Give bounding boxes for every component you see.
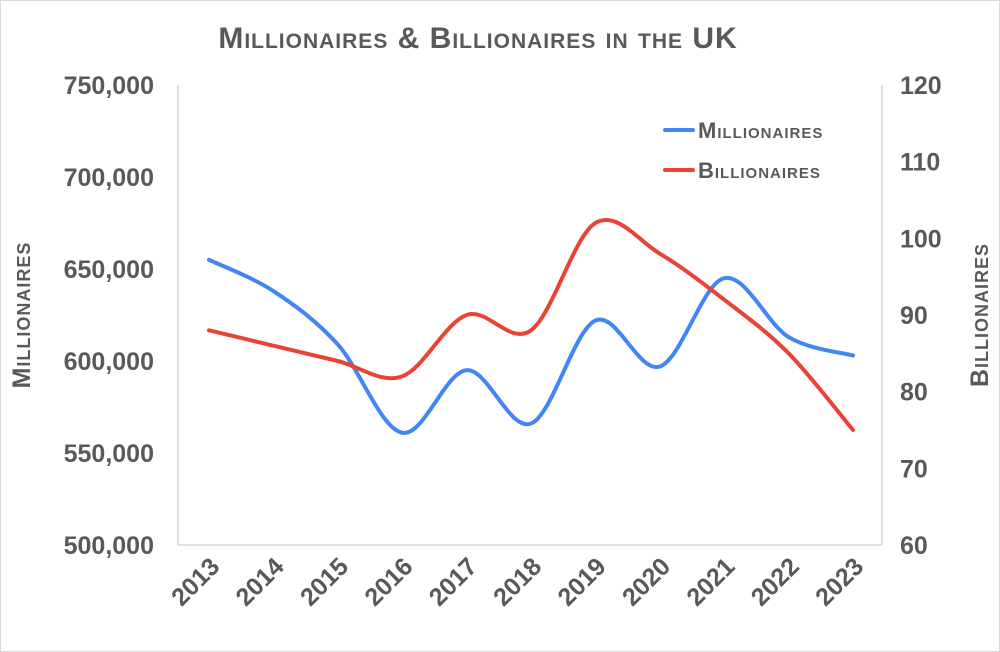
y-tick-label: 550,000: [64, 440, 154, 468]
series-line-billionaires: [207, 218, 855, 432]
y2-tick-label: 90: [900, 302, 928, 330]
y-tick-label: 600,000: [64, 348, 154, 376]
y-tick-label: 700,000: [64, 164, 154, 192]
x-tick-label: 2017: [424, 552, 483, 611]
legend-label: Billionaires: [698, 158, 821, 183]
x-tick-label: 2020: [617, 552, 676, 611]
y2-tick-label: 70: [900, 455, 928, 483]
y2-tick-label: 80: [900, 379, 928, 407]
y2-tick-label: 100: [900, 225, 942, 253]
x-tick-label: 2018: [488, 552, 547, 611]
y2-tick-label: 120: [900, 72, 942, 100]
y2-tick-label: 110: [900, 149, 940, 177]
y2-tick-label: 60: [900, 532, 928, 560]
chart-title: Millionaires & Billionaires in the UK: [218, 22, 737, 55]
y-axis-label: Millionaires: [8, 242, 36, 389]
y-tick-label: 500,000: [64, 532, 154, 560]
x-tick-label: 2022: [746, 552, 805, 611]
legend-label: Millionaires: [698, 118, 823, 143]
x-tick-label: 2016: [359, 552, 418, 611]
x-tick-label: 2021: [681, 552, 740, 611]
x-tick-label: 2023: [810, 552, 869, 611]
y-tick-label: 750,000: [64, 72, 154, 100]
y2-axis-label: Billionaires: [966, 243, 994, 387]
y-tick-label: 650,000: [64, 256, 154, 284]
x-tick-label: 2019: [553, 552, 612, 611]
x-tick-label: 2013: [166, 552, 225, 611]
x-tick-label: 2015: [295, 552, 354, 611]
series-line-millionaires: [207, 257, 855, 435]
x-tick-label: 2014: [231, 552, 290, 611]
